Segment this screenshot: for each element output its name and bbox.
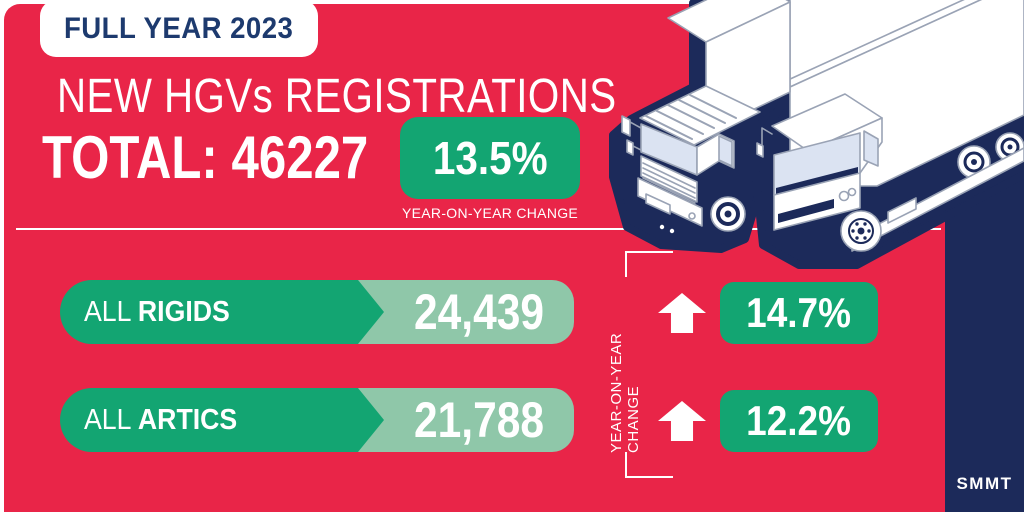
total-change-value: 13.5% [432, 132, 548, 184]
bar-value: 24,439 [414, 284, 544, 340]
bar-label-name: RIGIDS [137, 295, 230, 328]
yoy-axis-label: YEAR-ON-YEAR CHANGE [608, 332, 642, 453]
yoy-bracket-top [627, 251, 673, 253]
bar-dark-segment [60, 280, 384, 344]
bar-value: 21,788 [414, 392, 544, 448]
period-badge: FULL YEAR 2023 [40, 0, 318, 57]
yoy-change-badge-rigids: 14.7% [720, 282, 878, 344]
yoy-change-value: 14.7% [746, 289, 852, 336]
yoy-change-badge-artics: 12.2% [720, 390, 878, 452]
yoy-change-value: 12.2% [746, 397, 852, 444]
total-change-caption: YEAR-ON-YEAR CHANGE [402, 205, 579, 221]
bar-label-prefix: ALL [84, 295, 138, 328]
trucks-illustration [609, 0, 1024, 269]
total-label: TOTAL: [42, 124, 218, 191]
separator-line [16, 228, 941, 230]
bar-dark-segment [60, 388, 384, 452]
total-value: 46227 [231, 124, 369, 191]
yoy-bracket-bottom [627, 476, 673, 478]
smmt-logo-text: SMMT [956, 474, 1013, 493]
yoy-bracket-top-stem [625, 251, 627, 277]
total-line: TOTAL: 46227 [42, 123, 440, 192]
period-badge-label: FULL YEAR 2023 [64, 11, 294, 45]
stat-bar-artics: ALL ARTICS 21,788 [60, 388, 574, 452]
total-change-badge: 13.5% [400, 117, 580, 199]
bar-label-prefix: ALL [84, 403, 138, 436]
bar-label-name: ARTICS [137, 403, 238, 436]
page-title: NEW HGVs REGISTRATIONS [57, 70, 617, 123]
yoy-bracket-bottom-stem [625, 452, 627, 478]
stat-bar-rigids: ALL RIGIDS 24,439 [60, 280, 574, 344]
